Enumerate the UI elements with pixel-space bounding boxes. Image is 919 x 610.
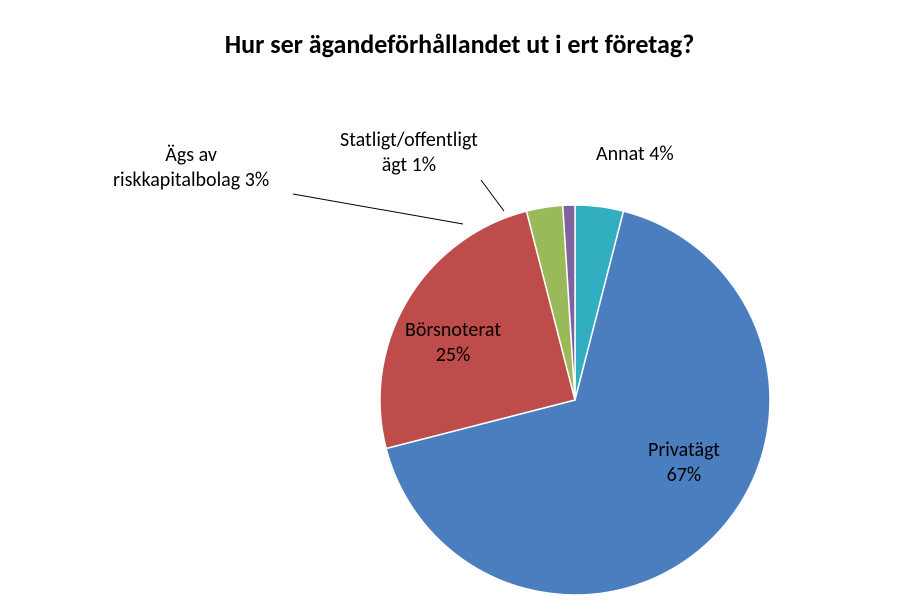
slice-label-annat: Annat 4% [596, 142, 674, 167]
slice-label-privatagt: Privatägt 67% [648, 438, 720, 488]
slice-label-riskkapital: Ägs av riskkapitalbolag 3% [113, 143, 269, 193]
slice-label-borsnoterat: Börsnoterat 25% [405, 318, 501, 368]
labels-layer: Annat 4% Privatägt 67% Börsnoterat 25% Ägs … [0, 0, 919, 610]
slice-label-statligt: Statligt/offentligt ägt 1% [340, 128, 478, 178]
